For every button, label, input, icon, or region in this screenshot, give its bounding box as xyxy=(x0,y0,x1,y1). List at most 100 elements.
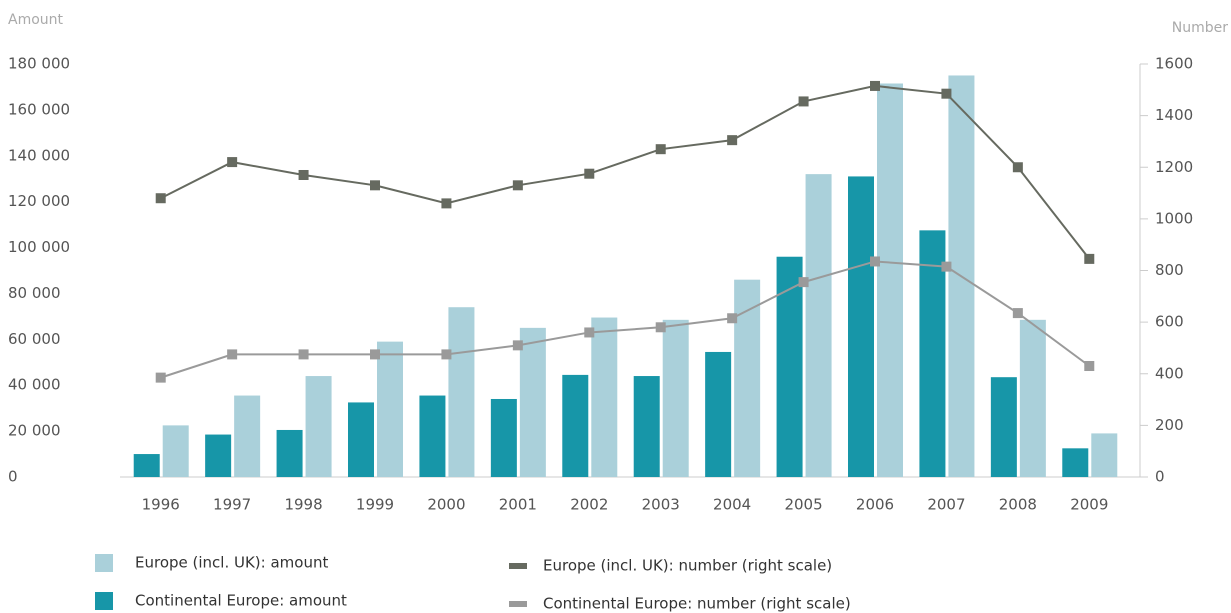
y2-tick-label: 1400 xyxy=(1155,106,1193,124)
marker xyxy=(370,349,380,360)
bar xyxy=(662,319,689,477)
marker xyxy=(584,168,595,179)
x-tick-label: 1999 xyxy=(356,496,394,514)
x-tick-label: 1998 xyxy=(284,496,322,514)
bar xyxy=(805,174,832,477)
bar xyxy=(919,230,946,477)
y-tick-label: 80 000 xyxy=(8,284,61,302)
bar xyxy=(990,377,1017,477)
x-tick-label: 1996 xyxy=(142,496,180,514)
marker xyxy=(798,96,809,107)
bar xyxy=(234,395,261,477)
y-tick-label: 180 000 xyxy=(8,55,70,73)
y2-tick-label: 1000 xyxy=(1155,209,1193,227)
bar xyxy=(162,425,189,477)
legend-label: Continental Europe: amount xyxy=(135,592,347,610)
legend-swatch xyxy=(95,592,113,610)
legend-swatch xyxy=(95,554,113,572)
x-tick-label: 2004 xyxy=(713,496,751,514)
marker xyxy=(727,135,738,146)
x-tick-label: 2002 xyxy=(570,496,608,514)
marker xyxy=(941,261,952,272)
bar xyxy=(205,434,232,477)
marker xyxy=(584,327,595,338)
y-tick-label: 100 000 xyxy=(8,238,70,256)
marker xyxy=(441,198,452,209)
y-tick-label: 0 xyxy=(8,468,18,486)
bar xyxy=(305,376,332,477)
y-tick-label: 160 000 xyxy=(8,100,70,118)
bar xyxy=(519,327,546,477)
y2-tick-label: 1200 xyxy=(1155,158,1193,176)
bar xyxy=(1062,448,1089,477)
bar xyxy=(377,341,403,477)
marker xyxy=(155,372,166,383)
marker xyxy=(727,313,738,324)
x-tick-label: 2006 xyxy=(856,496,894,514)
y-axis-title: Amount xyxy=(8,12,64,28)
bar xyxy=(133,454,160,477)
bar xyxy=(490,398,517,477)
marker xyxy=(870,80,880,91)
marker xyxy=(1084,361,1095,372)
bar xyxy=(848,176,874,477)
marker xyxy=(1012,308,1023,319)
bar xyxy=(633,376,660,477)
x-tick-label: 2009 xyxy=(1070,496,1108,514)
bar xyxy=(877,83,903,477)
marker xyxy=(941,88,952,99)
y-tick-label: 40 000 xyxy=(8,376,61,394)
bar xyxy=(1019,319,1046,477)
bar xyxy=(734,279,761,477)
marker xyxy=(870,256,880,267)
marker xyxy=(155,193,166,204)
y2-tick-label: 600 xyxy=(1155,313,1184,331)
marker xyxy=(655,144,666,155)
bar xyxy=(276,429,303,477)
bar xyxy=(419,395,446,477)
bar xyxy=(562,374,589,477)
marker xyxy=(370,180,380,191)
bar xyxy=(1091,433,1118,477)
legend-swatch xyxy=(509,601,527,607)
x-tick-label: 2003 xyxy=(642,496,680,514)
line xyxy=(160,260,1090,379)
marker xyxy=(798,277,809,288)
bar xyxy=(448,307,475,477)
y2-axis-title: Number xyxy=(1172,20,1228,36)
y2-tick-label: 0 xyxy=(1155,468,1165,486)
y2-tick-label: 400 xyxy=(1155,364,1184,382)
marker xyxy=(441,349,452,360)
x-tick-label: 2001 xyxy=(499,496,537,514)
legend-label: Continental Europe: number (right scale) xyxy=(543,595,851,613)
legend-label: Europe (incl. UK): amount xyxy=(135,554,328,572)
x-tick-label: 2005 xyxy=(784,496,822,514)
legend-label: Europe (incl. UK): number (right scale) xyxy=(543,557,832,575)
marker xyxy=(298,349,309,360)
bar xyxy=(591,317,618,477)
y-tick-label: 120 000 xyxy=(8,192,70,210)
y-tick-label: 140 000 xyxy=(8,146,70,164)
line xyxy=(160,84,1091,260)
x-tick-label: 1997 xyxy=(213,496,251,514)
y-tick-label: 60 000 xyxy=(8,330,61,348)
y2-tick-label: 800 xyxy=(1155,261,1184,279)
marker xyxy=(298,169,309,180)
marker xyxy=(1012,162,1023,173)
x-tick-label: 2008 xyxy=(999,496,1037,514)
marker xyxy=(1084,253,1095,264)
legend-swatch xyxy=(509,563,527,569)
y2-tick-label: 1600 xyxy=(1155,55,1193,73)
marker xyxy=(512,340,523,351)
marker xyxy=(512,180,523,191)
bar xyxy=(348,402,374,477)
marker xyxy=(227,157,238,168)
y2-tick-label: 200 xyxy=(1155,416,1184,434)
y-tick-label: 20 000 xyxy=(8,422,61,440)
bar xyxy=(705,351,732,477)
x-tick-label: 2000 xyxy=(427,496,465,514)
x-tick-label: 2007 xyxy=(927,496,965,514)
marker xyxy=(655,322,666,333)
marker xyxy=(227,349,238,360)
